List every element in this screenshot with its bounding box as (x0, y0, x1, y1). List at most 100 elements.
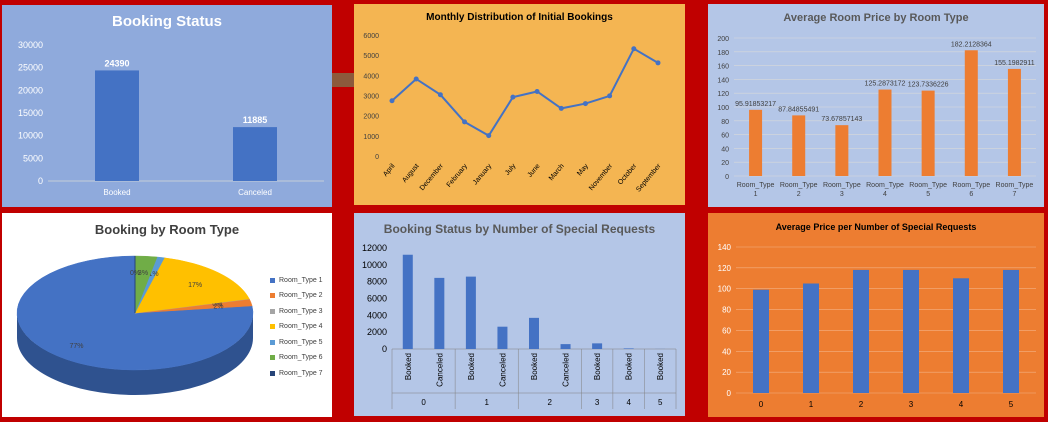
x-tick-label: Booked (103, 188, 130, 197)
y-tick-label: 25000 (18, 63, 43, 73)
x-tick-label: 5 (1009, 400, 1014, 409)
legend-swatch (270, 308, 275, 314)
data-point (558, 105, 564, 111)
slice-label: 3% (138, 270, 148, 277)
chart-title: Monthly Distribution of Initial Bookings (426, 12, 613, 23)
x-tick-label: May (576, 162, 590, 177)
data-point (462, 119, 468, 125)
room-type-pie-plot: 77%2%0%17%1%3%0% (16, 255, 254, 395)
y-tick-label: 10000 (362, 260, 387, 270)
bar (964, 50, 978, 176)
legend-item: Room_Type 6 (270, 354, 323, 361)
data-point (486, 133, 492, 139)
x-tick-label: Canceled (238, 188, 272, 197)
legend-swatch (270, 277, 275, 283)
x-tick-label: 0 (759, 400, 764, 409)
slice-label: 0% (130, 270, 140, 277)
y-tick-label: 12000 (362, 243, 387, 253)
data-label: 11885 (243, 115, 268, 125)
bar (903, 269, 919, 393)
y-tick-label: 60 (722, 326, 731, 335)
legend-swatch (270, 339, 275, 345)
x-tick-label: Room_Type (909, 182, 947, 189)
y-tick-label: 20000 (18, 85, 43, 95)
series-line (391, 47, 659, 137)
data-label: 182.2128364 (951, 41, 992, 48)
y-tick-label: 180 (717, 50, 729, 57)
y-tick-label: 160 (717, 64, 729, 71)
legend-item: Room_Type 5 (270, 339, 323, 346)
x-tick-label: June (526, 163, 541, 179)
y-tick-label: 6000 (367, 294, 387, 304)
legend-item: Room_Type 1 (270, 277, 323, 284)
y-tick-label: 1000 (363, 134, 379, 141)
x-tick-label: October (617, 162, 639, 186)
booking-by-room-type-chart: Booking by Room Type 77% 2% 0% 17% 1% 3% 0% Ro… (2, 213, 332, 417)
x-tick-label: July (504, 162, 518, 176)
x-tick-label: Room_Type (952, 182, 990, 189)
y-tick-label: 200 (717, 36, 729, 43)
y-tick-label: 20 (722, 368, 731, 377)
chart-title: Booking by Room Type (94, 222, 240, 237)
bar (560, 344, 571, 349)
y-tick-label: 40 (721, 146, 729, 153)
data-point (631, 46, 637, 52)
avg-price-by-requests-chart: Average Price per Number of Special Requ… (708, 213, 1044, 417)
group-label: 1 (484, 398, 489, 407)
monthly-distribution-chart: Monthly Distribution of Initial Bookings… (354, 4, 685, 205)
pie-side-wall (17, 313, 253, 395)
legend-item: Room_Type 3 (270, 308, 323, 315)
legend-item: Room_Type 2 (270, 292, 323, 299)
bar (402, 254, 413, 349)
data-point (510, 94, 516, 100)
x-tick-label: November (588, 162, 615, 192)
booking-status-chart: Booking Status 0 5000 10000 15000 20000 25000… (2, 5, 332, 207)
data-point (413, 76, 419, 82)
y-tick-label: 100 (717, 105, 729, 112)
bar (803, 283, 819, 393)
avg-price-by-requests-plot: 0 20 40 60 80 100 120 140 0 1 2 3 4 5 (718, 243, 1036, 409)
legend-label: Room_Type 4 (279, 323, 323, 330)
x-tick-label: Booked (467, 353, 476, 380)
y-tick-label: 0 (727, 389, 732, 398)
y-tick-label: 0 (375, 154, 379, 161)
x-tick-label: Room_Type (823, 182, 861, 189)
slice-label: 0% (212, 301, 222, 308)
legend-label: Room_Type 1 (279, 277, 323, 284)
monthly-distribution-plot: 0 1000 2000 3000 4000 5000 6000 April AugustDece… (363, 33, 663, 194)
status-by-requests-plot: 0 2000 4000 6000 8000 10000 12000 0 1 2 3 4 5 Booked C… (362, 243, 677, 409)
x-tick-label: Room_Type (996, 182, 1034, 189)
x-tick-label: 4 (959, 400, 964, 409)
x-tick-label: 1 (809, 400, 814, 409)
avg-room-price-plot: 0 20 40 60 80 100 120 140 160 180 200 95.91853217 Ro… (717, 36, 1036, 198)
y-tick-label: 140 (718, 243, 732, 252)
x-tick-label: Booked (625, 353, 634, 380)
legend-swatch (270, 323, 275, 329)
y-tick-label: 100 (718, 285, 732, 294)
x-tick-label: 6 (969, 191, 973, 198)
x-tick-label: 2 (797, 191, 801, 198)
group-label: 2 (548, 398, 553, 407)
status-by-special-requests-chart: Booking Status by Number of Special Requ… (354, 213, 685, 416)
legend-label: Room_Type 2 (279, 292, 323, 299)
data-point (437, 92, 443, 98)
data-point (655, 60, 661, 66)
x-tick-label: 7 (1012, 191, 1016, 198)
bar (529, 317, 539, 349)
bar (853, 269, 869, 393)
x-tick-label: Booked (593, 353, 602, 380)
y-tick-label: 2000 (363, 114, 379, 121)
x-tick-label: Booked (404, 353, 413, 380)
data-point (389, 98, 395, 104)
y-tick-label: 120 (718, 264, 732, 273)
bar (497, 326, 508, 349)
data-label: 73.67857143 (821, 116, 862, 123)
bar (95, 70, 139, 181)
group-label: 5 (658, 398, 663, 407)
legend-item: Room_Type 7 (270, 370, 323, 377)
y-tick-label: 120 (717, 91, 729, 98)
bar (953, 278, 969, 393)
y-tick-label: 20 (721, 160, 729, 167)
panel-connector (332, 73, 354, 87)
x-tick-label: February (446, 162, 470, 188)
